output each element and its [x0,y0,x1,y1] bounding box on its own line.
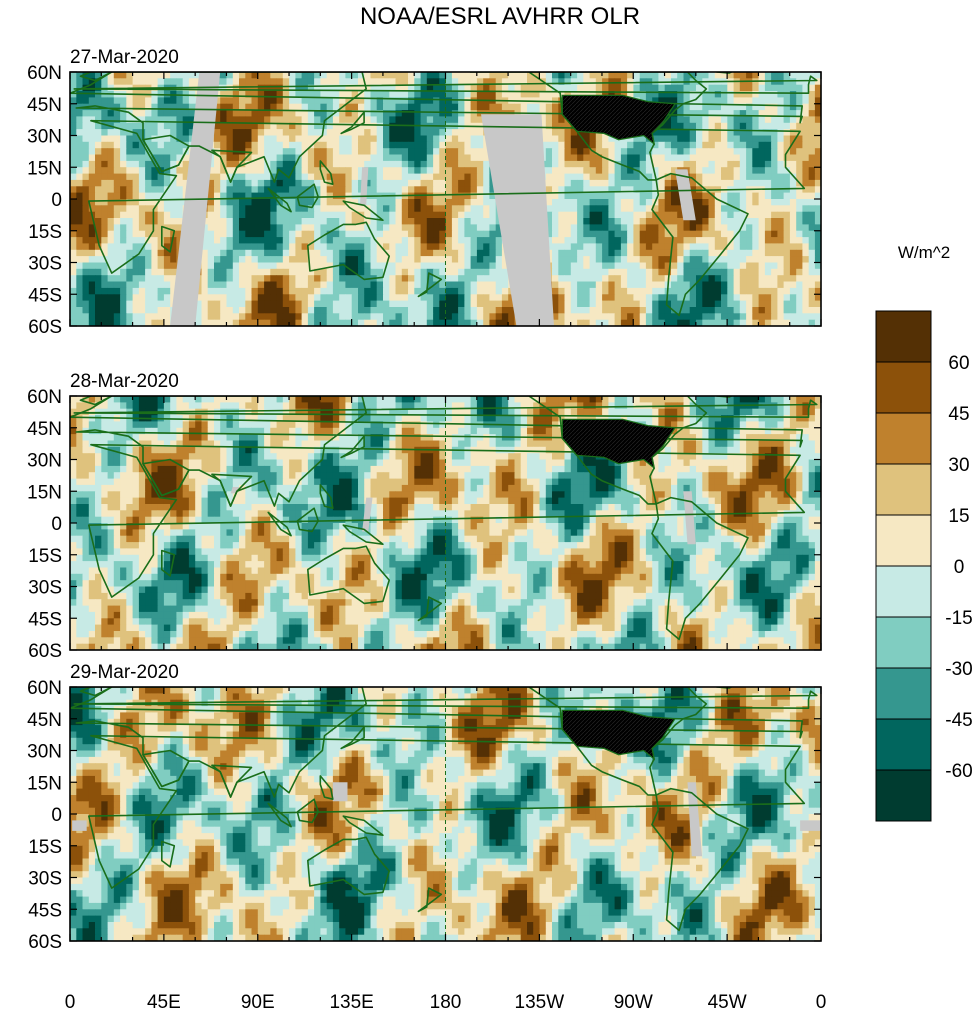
lat-tick-label: 45S [28,900,62,921]
us-land-dense [561,94,677,146]
colorbar-swatch [875,463,932,516]
colorbar: 60 45 30 15 0 -15 -30 -45 -60 [875,310,973,822]
colorbar-swatch [875,412,932,465]
lon-tick-label: 135E [329,992,373,1013]
lat-tick-label: 45S [28,609,62,630]
lon-tick-label: 90E [241,992,275,1013]
longitude-axis: 0 45E 90E 135E 180 135W 90W 45W 0 [65,992,827,1013]
coastlines [70,72,818,326]
map-panel: 60N 45N 30N 15N 0 15S 30S 45S 60S 29-Mar-2020 [27,662,822,953]
map-panel: 60N 45N 30N 15N 0 15S 30S 45S 60S 28-Mar-2020 [27,371,822,662]
colorbar-swatch [875,514,932,567]
colorbar-tick-label: -60 [945,761,972,782]
lat-tick-label: 15N [27,773,62,794]
lat-tick-label: 30N [27,451,62,472]
lat-tick-label: 15N [27,158,62,179]
lat-tick-label: 15S [28,546,62,567]
colorbar-tick-label: -15 [945,608,972,629]
lon-tick-label: 0 [65,992,76,1013]
colorbar-swatch [875,310,932,363]
lat-tick-label: 30S [28,869,62,890]
colorbar-tick-label: 15 [948,506,969,527]
lat-tick-label: 60N [27,678,62,699]
lon-tick-label: 45W [708,992,747,1013]
colorbar-swatch [875,667,932,720]
colorbar-tick-label: 60 [948,353,969,374]
lat-tick-label: 60S [28,932,62,953]
lat-tick-label: 15S [28,837,62,858]
colorbar-swatch [875,565,932,618]
lon-tick-label: 0 [816,992,827,1013]
lat-tick-label: 15N [27,482,62,503]
colorbar-tick-label: 45 [948,404,969,425]
lat-tick-label: 0 [51,514,62,535]
lat-tick-label: 0 [51,190,62,211]
lon-tick-label: 90W [614,992,653,1013]
us-land-dense [561,418,677,470]
lat-tick-label: 30S [28,578,62,599]
colorbar-tick-label: -45 [945,710,972,731]
figure-title: NOAA/ESRL AVHRR OLR [360,3,640,30]
lat-tick-label: 15S [28,222,62,243]
lon-tick-label: 135W [515,992,565,1013]
map-panel: 60N 45N 30N 15N 0 15S 30S 45S 60S 27-Mar-2020 [27,47,822,338]
panel-date: 29-Mar-2020 [70,662,179,683]
colorbar-swatch [875,361,932,414]
lat-tick-label: 45N [27,419,62,440]
panel-date: 27-Mar-2020 [70,47,179,68]
missing-data-swaths [72,782,821,857]
coastlines [70,687,818,941]
colorbar-units: W/m^2 [898,243,950,262]
lat-tick-label: 60N [27,387,62,408]
lat-tick-label: 45S [28,285,62,306]
colorbar-tick-label: -30 [945,659,972,680]
colorbar-swatch [875,769,932,822]
colorbar-swatch [875,616,932,669]
coastlines [70,396,818,650]
lat-tick-label: 60N [27,63,62,84]
map-panels: 60N 45N 30N 15N 0 15S 30S 45S 60S 27-Mar-2020 60N 4… [27,47,822,953]
lat-tick-label: 0 [51,805,62,826]
lat-tick-label: 30N [27,742,62,763]
us-land-dense [561,709,677,761]
lat-tick-label: 30N [27,127,62,148]
lat-tick-label: 45N [27,95,62,116]
colorbar-swatch [875,718,932,771]
lat-tick-label: 30S [28,254,62,275]
colorbar-tick-label: 30 [948,455,969,476]
lat-tick-label: 60S [28,641,62,662]
lat-tick-label: 45N [27,710,62,731]
lon-tick-label: 180 [430,992,462,1013]
colorbar-tick-label: 0 [954,557,965,578]
lat-tick-label: 60S [28,317,62,338]
lon-tick-label: 45E [147,992,181,1013]
panel-date: 28-Mar-2020 [70,371,179,392]
